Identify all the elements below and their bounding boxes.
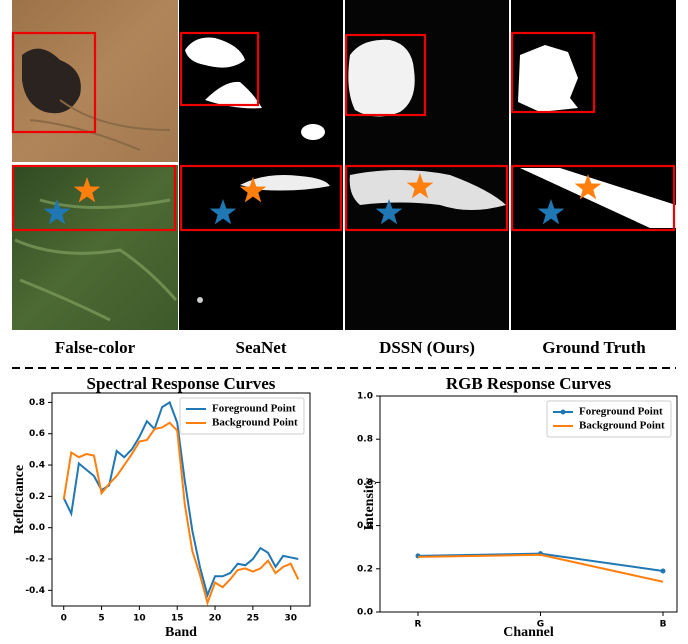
figure: False-color SeaNet DSSN (Ours) Ground Tr… bbox=[0, 0, 688, 644]
x-tick-label: R bbox=[415, 620, 422, 630]
y-tick-label: -0.4 bbox=[25, 586, 45, 596]
legend-label: Foreground Point bbox=[212, 403, 296, 415]
x-tick-label: 15 bbox=[171, 614, 184, 624]
legend-label: Background Point bbox=[579, 420, 665, 432]
x-tick-label: 25 bbox=[247, 614, 260, 624]
y-tick-label: 0.6 bbox=[357, 478, 373, 488]
y-tick-label: 0.0 bbox=[357, 608, 373, 618]
y-tick-label: -0.2 bbox=[25, 555, 45, 565]
ground-truth bbox=[518, 45, 578, 112]
y-tick-label: 0.2 bbox=[357, 564, 373, 574]
x-axis-label: Channel bbox=[503, 625, 554, 640]
x-tick-label: 30 bbox=[284, 614, 297, 624]
y-tick-label: 0.0 bbox=[29, 523, 45, 533]
column-label: False-color bbox=[55, 338, 136, 357]
y-tick-label: 1.0 bbox=[357, 392, 373, 402]
prediction bbox=[348, 40, 414, 117]
x-tick-label: G bbox=[537, 620, 544, 630]
y-axis-label: Reflectance bbox=[12, 465, 27, 534]
prediction bbox=[301, 124, 325, 140]
image-grid bbox=[12, 0, 676, 330]
series-marker bbox=[661, 568, 666, 573]
y-tick-label: 0.6 bbox=[29, 429, 45, 439]
x-tick-label: 10 bbox=[133, 614, 146, 624]
y-tick-label: 0.8 bbox=[29, 398, 45, 408]
y-tick-label: 0.4 bbox=[357, 521, 373, 531]
x-tick-label: 20 bbox=[209, 614, 222, 624]
legend-label: Foreground Point bbox=[579, 406, 663, 418]
x-tick-label: 0 bbox=[61, 614, 67, 624]
x-axis-label: Band bbox=[165, 625, 197, 640]
x-tick-label: B bbox=[660, 620, 667, 630]
column-label: DSSN (Ours) bbox=[379, 338, 475, 357]
y-tick-label: 0.2 bbox=[29, 492, 45, 502]
y-tick-label: 0.4 bbox=[29, 461, 45, 471]
chart-title: Spectral Response Curves bbox=[87, 374, 276, 393]
column-label: SeaNet bbox=[236, 338, 287, 357]
legend-marker bbox=[561, 410, 566, 415]
series-line bbox=[418, 555, 663, 582]
column-label: Ground Truth bbox=[542, 338, 646, 357]
y-tick-label: 0.8 bbox=[357, 435, 373, 445]
legend-label: Background Point bbox=[212, 417, 298, 429]
x-tick-label: 5 bbox=[98, 614, 104, 624]
prediction bbox=[197, 297, 203, 303]
chart-title: RGB Response Curves bbox=[446, 374, 612, 393]
